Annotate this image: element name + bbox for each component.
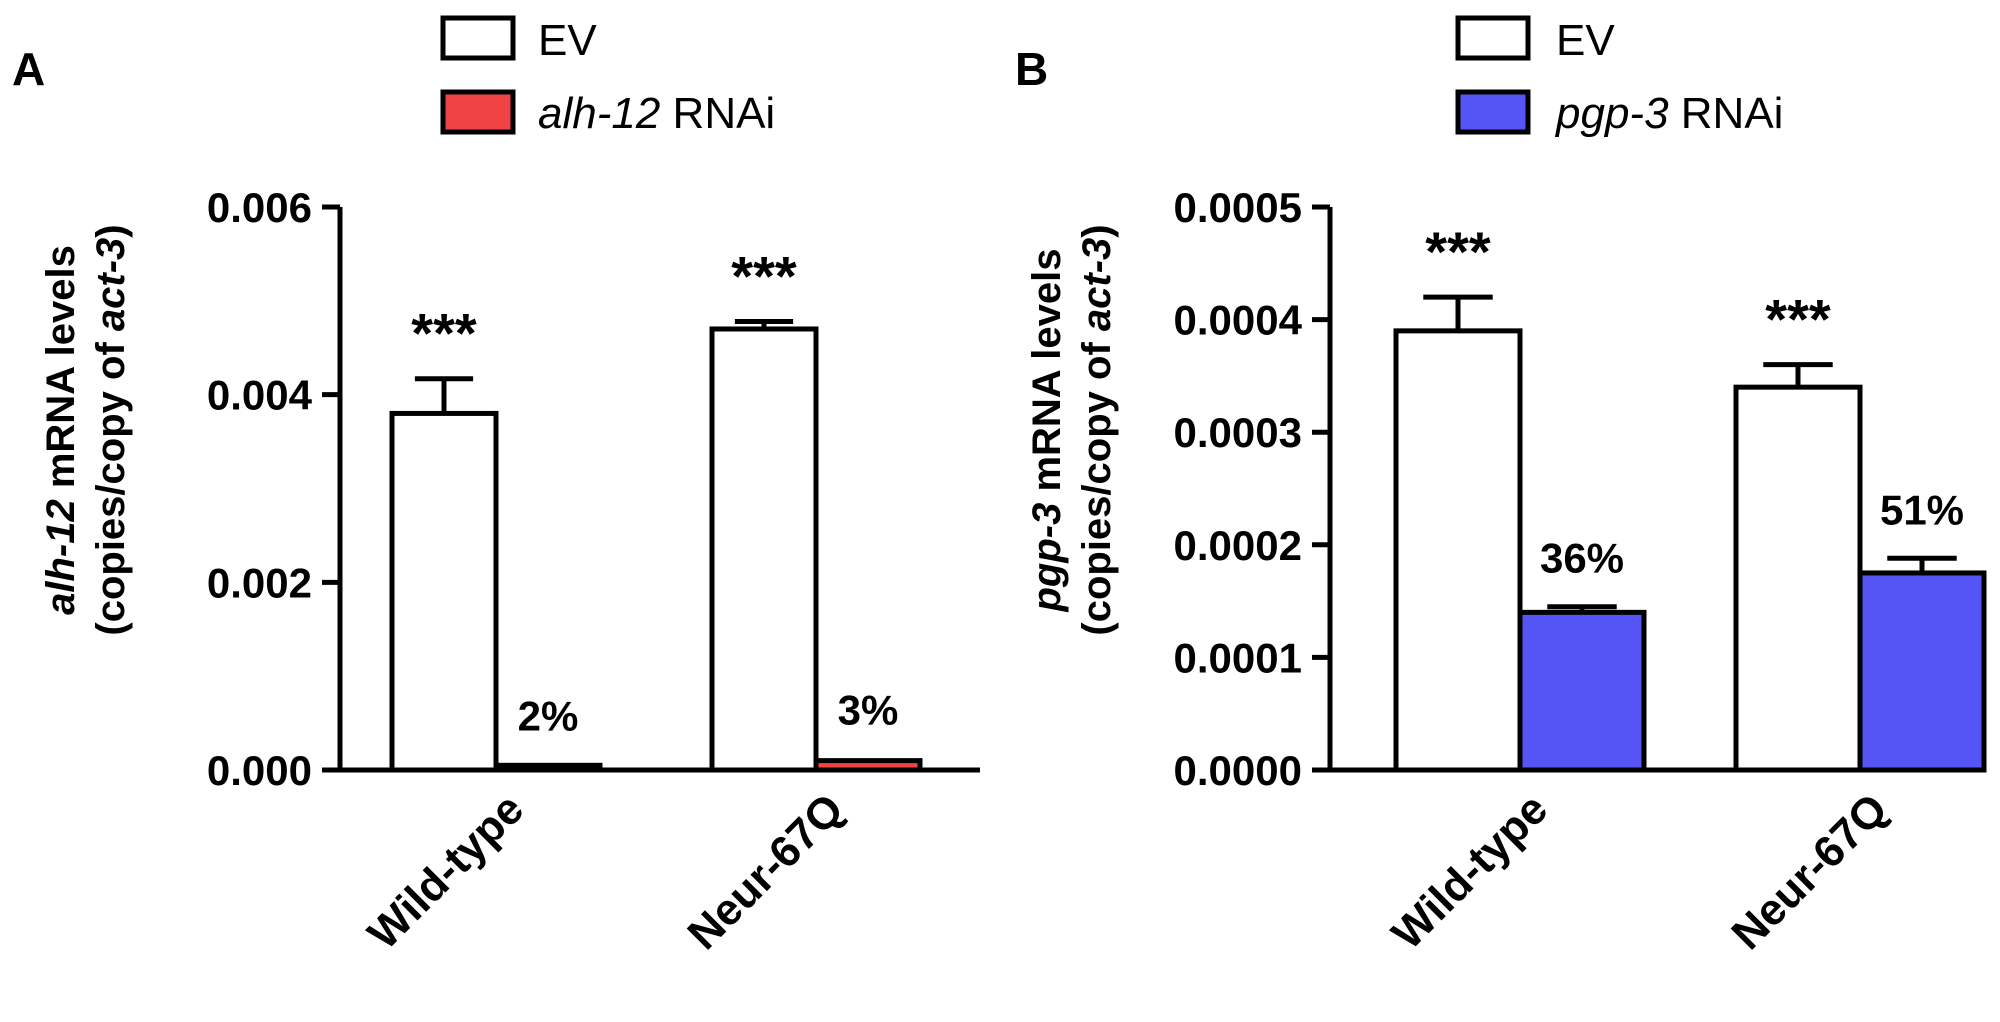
y-axis-label-a-line2: (copies/copy of act-3) [89, 224, 133, 635]
bar-annotation: 51% [1880, 486, 1964, 533]
legend-a-swatch-rnai [440, 89, 516, 135]
panel-label-a: A [12, 43, 45, 95]
x-tick-label: Wild-type [359, 784, 533, 958]
y-tick-label: 0.002 [207, 559, 312, 606]
panel-b: B EV pgp-3 RNAi pgp-3 mRNA levels (copie… [1015, 15, 1987, 959]
legend-a: EV alh-12 RNAi [440, 15, 775, 138]
bar-annotation: *** [1765, 288, 1831, 351]
y-tick-label: 0.004 [207, 372, 313, 419]
bar-ev [1733, 384, 1863, 773]
y-tick-label: 0.0000 [1174, 747, 1302, 794]
legend-b: EV pgp-3 RNAi [1455, 15, 1783, 138]
bar-ev [1393, 328, 1523, 773]
bar-alh-12-rnai [813, 758, 923, 773]
bar-pgp-3-rnai [1857, 570, 1987, 773]
y-tick-label: 0.0002 [1174, 522, 1302, 569]
bar-pgp-3-rnai [1517, 609, 1647, 773]
x-tick-label: Neur-67Q [1722, 784, 1897, 959]
y-tick-label: 0.0005 [1174, 184, 1302, 231]
bar-ev [389, 410, 499, 773]
bar-alh-12-rnai [493, 762, 603, 773]
legend-a-label-rnai: alh-12 RNAi [538, 89, 775, 138]
y-axis-label-a-line1: alh-12 mRNA levels [39, 245, 83, 615]
y-tick-label: 0.0003 [1174, 409, 1302, 456]
bar-annotation: 3% [838, 687, 899, 734]
y-tick-label: 0.000 [207, 747, 312, 794]
y-axis-label-b-line1: pgp-3 mRNA levels [1025, 248, 1069, 612]
chart-a-plot: 0.000 0.002 0.004 0.006 Wild-type Neur-67Q ***… [207, 184, 980, 959]
bar-annotation: 36% [1540, 535, 1624, 582]
y-tick-label: 0.0001 [1174, 634, 1302, 681]
legend-a-label-ev: EV [538, 16, 597, 65]
x-tick-label: Wild-type [1383, 784, 1557, 958]
legend-b-swatch-ev [1455, 15, 1531, 61]
y-tick-label: 0.0004 [1174, 297, 1303, 344]
y-axis-label-b-line2: (copies/copy of act-3) [1075, 224, 1119, 635]
legend-b-label-rnai: pgp-3 RNAi [1554, 89, 1783, 138]
legend-b-swatch-rnai [1455, 89, 1531, 135]
legend-a-swatch-ev [440, 15, 516, 61]
x-tick-label: Neur-67Q [678, 784, 853, 959]
bar-annotation: 2% [518, 692, 579, 739]
bar-annotation: *** [731, 244, 797, 307]
bar-annotation: *** [411, 302, 477, 365]
bar-ev [709, 326, 819, 773]
y-tick-label: 0.006 [207, 184, 312, 231]
panel-a: A EV alh-12 RNAi alh-12 mRNA levels (cop… [12, 15, 980, 959]
bar-annotation: *** [1425, 220, 1491, 283]
panel-label-b: B [1015, 43, 1048, 95]
chart-b-plot: 0.0000 0.0001 0.0002 0.0003 0.0004 0.0005 Wild… [1174, 184, 1987, 959]
legend-b-label-ev: EV [1556, 16, 1615, 65]
